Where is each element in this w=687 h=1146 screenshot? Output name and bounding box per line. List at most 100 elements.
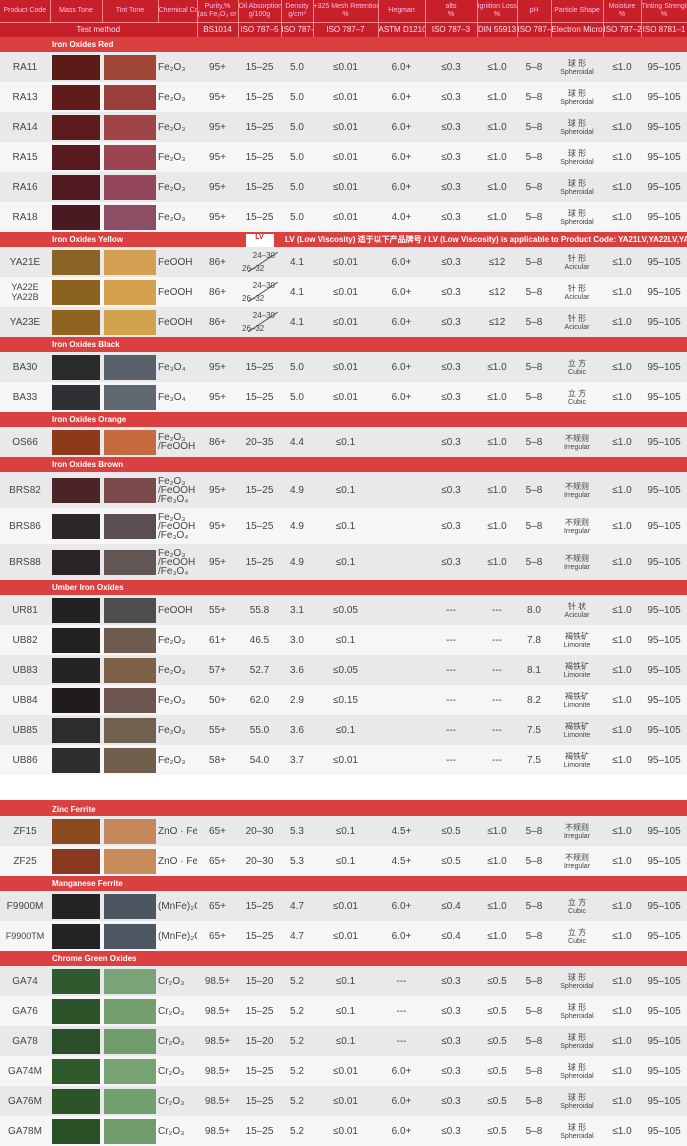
tinting-strength: 95–105 [641,202,687,232]
chemical-composition: Fe₂O₃/FeOOH [158,427,197,457]
ignition-loss: ≤1.0 [477,846,517,876]
tint-tone [102,172,158,202]
salts: --- [425,715,477,745]
mesh-retention: ≤0.01 [313,1116,378,1146]
tinting-strength: 95–105 [641,247,687,277]
purity: 95+ [197,82,238,112]
tint-tone-swatch [104,1058,156,1084]
ignition-loss: ≤1.0 [477,508,517,544]
density: 5.2 [281,966,313,996]
ignition-loss: --- [477,655,517,685]
mass-tone [50,544,102,580]
tint-tone-swatch [104,893,156,919]
mass-tone [50,427,102,457]
shape-cn: 不规则 [565,554,589,563]
tint-tone [102,685,158,715]
ignition-loss: ≤1.0 [477,52,517,82]
tint-tone-swatch [104,1088,156,1114]
purity: 95+ [197,544,238,580]
tint-tone [102,382,158,412]
moisture: ≤1.0 [603,382,641,412]
product-code: RA14 [0,112,50,142]
table-row: RA11 Fe₂O₃ 95+ 15–25 5.0 ≤0.01 6.0+ ≤0.3 ≤1.0 5–8… [0,52,687,82]
tint-tone [102,277,158,307]
shape-en: Spheroidal [560,189,594,196]
hegman: 6.0+ [378,52,425,82]
shape-en: Limonite [563,672,591,679]
mass-tone-swatch [52,1088,100,1114]
mass-tone [50,247,102,277]
chemical-composition: Fe₂O₃/FeOOH/Fe₃O₄ [158,472,197,508]
hegman: 6.0+ [378,247,425,277]
chemical-composition: Cr₂O₃ [158,1086,197,1116]
chemical-composition: ZnO · Fe₂O₃ [158,816,197,846]
density: 3.6 [281,655,313,685]
tinting-strength: 95–105 [641,1086,687,1116]
salts: ≤0.3 [425,966,477,996]
density: 3.7 [281,745,313,775]
hegman [378,625,425,655]
mesh-retention: ≤0.01 [313,82,378,112]
oil-absorption: 15–25 [238,996,281,1026]
shape-cn: 针 形 [567,254,587,263]
hegman [378,544,425,580]
tint-tone [102,921,158,951]
oil-absorption: 15–25 [238,472,281,508]
ph: 5–8 [517,846,551,876]
chemical-composition: FeOOH [158,307,197,337]
mesh-retention: ≤0.1 [313,508,378,544]
density: 5.0 [281,112,313,142]
density: 5.0 [281,142,313,172]
tint-tone-swatch [104,848,156,874]
mass-tone [50,715,102,745]
test-method-value: Electron Micrograph [551,21,604,37]
moisture: ≤1.0 [603,112,641,142]
oil-range-lv: 26–32 [242,294,265,303]
shape-en: Spheroidal [560,129,594,136]
purity: 86+ [197,247,238,277]
particle-shape: 不规则 Irregular [551,816,603,846]
salts: ≤0.3 [425,1026,477,1056]
mass-tone-swatch [52,717,100,743]
shape-en: Spheroidal [560,1073,594,1080]
tinting-strength: 95–105 [641,508,687,544]
shape-cn: 球 形 [567,1063,587,1072]
chemical-composition: FeOOH [158,247,197,277]
tint-tone [102,544,158,580]
table-row: RA15 Fe₂O₃ 95+ 15–25 5.0 ≤0.01 6.0+ ≤0.3 ≤1.0 5–8… [0,142,687,172]
test-method-value: ISO 787–7 [313,21,379,37]
moisture: ≤1.0 [603,655,641,685]
mesh-retention: ≤0.05 [313,655,378,685]
moisture: ≤1.0 [603,715,641,745]
shape-cn: 不规则 [565,853,589,862]
tint-tone-swatch [104,204,156,230]
tint-tone [102,202,158,232]
mass-tone-swatch [52,549,100,575]
tinting-strength: 95–105 [641,382,687,412]
mass-tone [50,172,102,202]
salts: ≤0.3 [425,352,477,382]
ignition-loss: ≤12 [477,247,517,277]
shape-cn: 褐铁矿 [565,752,589,761]
tint-tone [102,745,158,775]
tinting-strength: 95–105 [641,1056,687,1086]
density: 5.2 [281,1026,313,1056]
purity: 58+ [197,745,238,775]
chemical-composition: Fe₂O₃ [158,685,197,715]
oil-range-std: 24–30 [252,311,275,320]
tinting-strength: 95–105 [641,846,687,876]
tint-tone [102,1026,158,1056]
tint-tone-swatch [104,717,156,743]
ph: 5–8 [517,966,551,996]
tinting-strength: 95–105 [641,595,687,625]
mass-tone-swatch [52,309,100,335]
ph: 7.5 [517,745,551,775]
shape-en: Spheroidal [560,1103,594,1110]
shape-en: Irregular [563,444,591,451]
product-code: GA76M [0,1086,50,1116]
table-row: RA18 Fe₂O₃ 95+ 15–25 5.0 ≤0.01 4.0+ ≤0.3 ≤1.0 5–8… [0,202,687,232]
chemical-composition: Cr₂O₃ [158,1026,197,1056]
shape-en: Acicular [564,612,590,619]
